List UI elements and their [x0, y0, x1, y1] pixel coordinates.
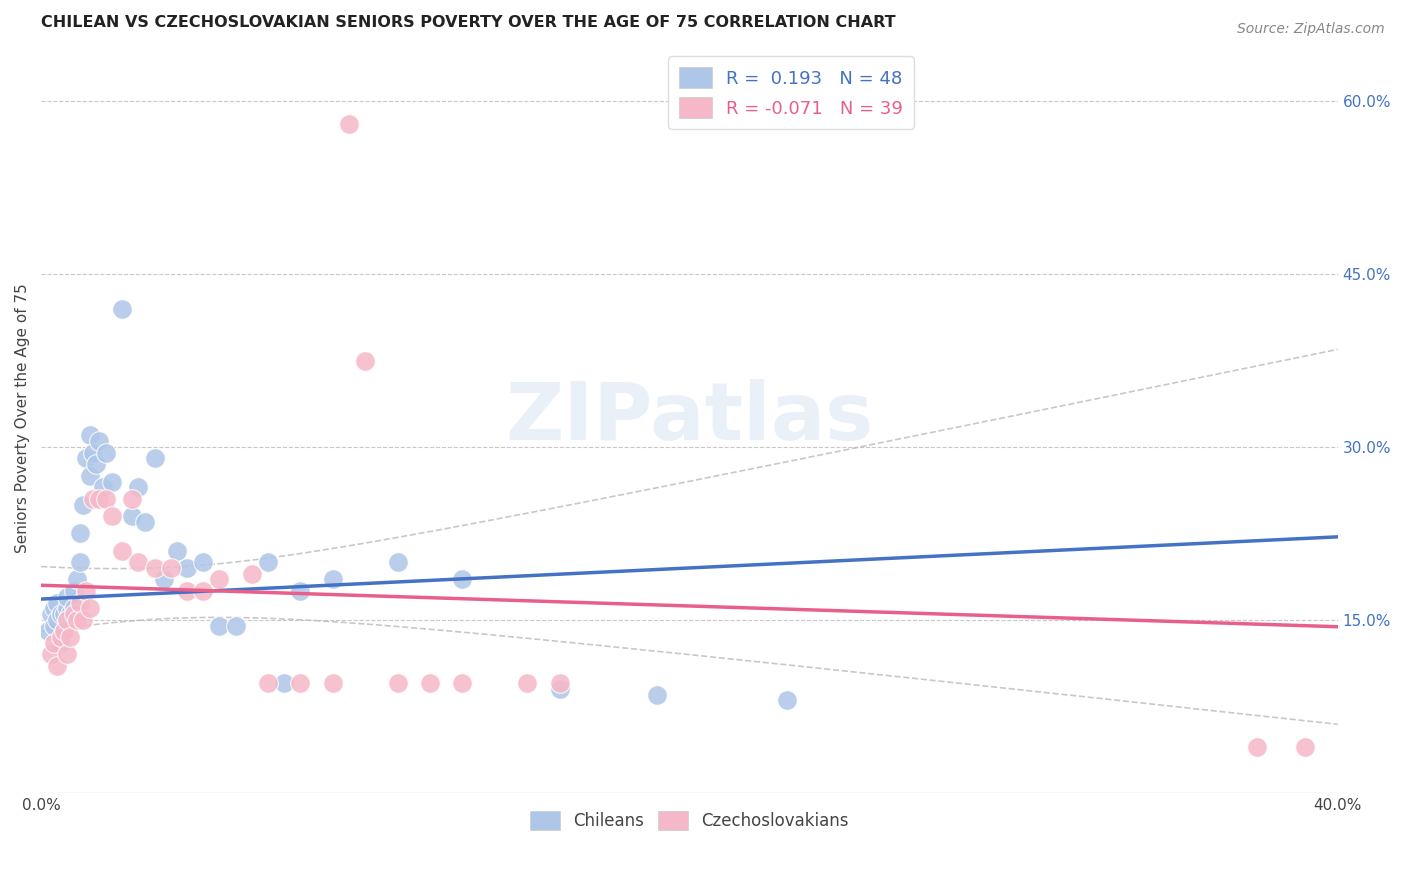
Point [1294, 739, 1316, 754]
Point [257, 676, 280, 690]
Point [166, 543, 188, 558]
Point [59, 630, 82, 644]
Point [72, 613, 94, 627]
Point [516, 676, 538, 690]
Point [84, 457, 107, 471]
Point [46, 659, 69, 673]
Point [62, 607, 84, 621]
Point [127, 480, 149, 494]
Point [91, 480, 114, 494]
Point [121, 509, 143, 524]
Point [451, 573, 474, 587]
Point [322, 676, 344, 690]
Point [89, 434, 111, 449]
Legend: Chileans, Czechoslovakians: Chileans, Czechoslovakians [523, 805, 855, 837]
Point [62, 584, 84, 599]
Point [66, 573, 89, 587]
Point [111, 543, 134, 558]
Point [37, 624, 59, 639]
Point [775, 693, 797, 707]
Point [354, 353, 377, 368]
Text: Source: ZipAtlas.com: Source: ZipAtlas.com [1237, 22, 1385, 37]
Point [72, 498, 94, 512]
Point [134, 515, 156, 529]
Point [322, 573, 344, 587]
Point [82, 491, 104, 506]
Point [290, 676, 312, 690]
Point [42, 618, 65, 632]
Point [69, 526, 91, 541]
Point [62, 601, 84, 615]
Point [79, 468, 101, 483]
Point [419, 676, 441, 690]
Point [49, 630, 72, 644]
Point [69, 595, 91, 609]
Text: ZIPatlas: ZIPatlas [505, 379, 873, 458]
Point [176, 561, 198, 575]
Point [46, 595, 69, 609]
Point [42, 601, 65, 615]
Point [56, 601, 79, 615]
Point [225, 618, 247, 632]
Point [193, 584, 215, 599]
Point [76, 584, 98, 599]
Point [121, 491, 143, 506]
Point [42, 636, 65, 650]
Point [101, 475, 124, 489]
Point [89, 491, 111, 506]
Point [66, 613, 89, 627]
Point [1246, 739, 1268, 754]
Point [208, 573, 231, 587]
Point [52, 624, 75, 639]
Point [159, 561, 181, 575]
Point [208, 618, 231, 632]
Point [337, 117, 360, 131]
Y-axis label: Seniors Poverty Over the Age of 75: Seniors Poverty Over the Age of 75 [15, 284, 30, 553]
Point [82, 446, 104, 460]
Point [143, 451, 166, 466]
Point [153, 573, 176, 587]
Point [69, 555, 91, 569]
Point [127, 555, 149, 569]
Point [548, 681, 571, 696]
Point [548, 676, 571, 690]
Point [79, 601, 101, 615]
Point [273, 676, 295, 690]
Point [290, 584, 312, 599]
Point [46, 613, 69, 627]
Point [387, 676, 409, 690]
Point [79, 428, 101, 442]
Point [52, 607, 75, 621]
Point [59, 607, 82, 621]
Text: CHILEAN VS CZECHOSLOVAKIAN SENIORS POVERTY OVER THE AGE OF 75 CORRELATION CHART: CHILEAN VS CZECHOSLOVAKIAN SENIORS POVER… [41, 15, 896, 30]
Point [176, 584, 198, 599]
Point [49, 636, 72, 650]
Point [39, 648, 62, 662]
Point [39, 607, 62, 621]
Point [387, 555, 409, 569]
Point [49, 607, 72, 621]
Point [56, 648, 79, 662]
Point [451, 676, 474, 690]
Point [56, 590, 79, 604]
Point [94, 491, 117, 506]
Point [193, 555, 215, 569]
Point [76, 451, 98, 466]
Point [240, 566, 263, 581]
Point [111, 301, 134, 316]
Point [101, 509, 124, 524]
Point [56, 613, 79, 627]
Point [143, 561, 166, 575]
Point [94, 446, 117, 460]
Point [52, 624, 75, 639]
Point [645, 688, 668, 702]
Point [257, 555, 280, 569]
